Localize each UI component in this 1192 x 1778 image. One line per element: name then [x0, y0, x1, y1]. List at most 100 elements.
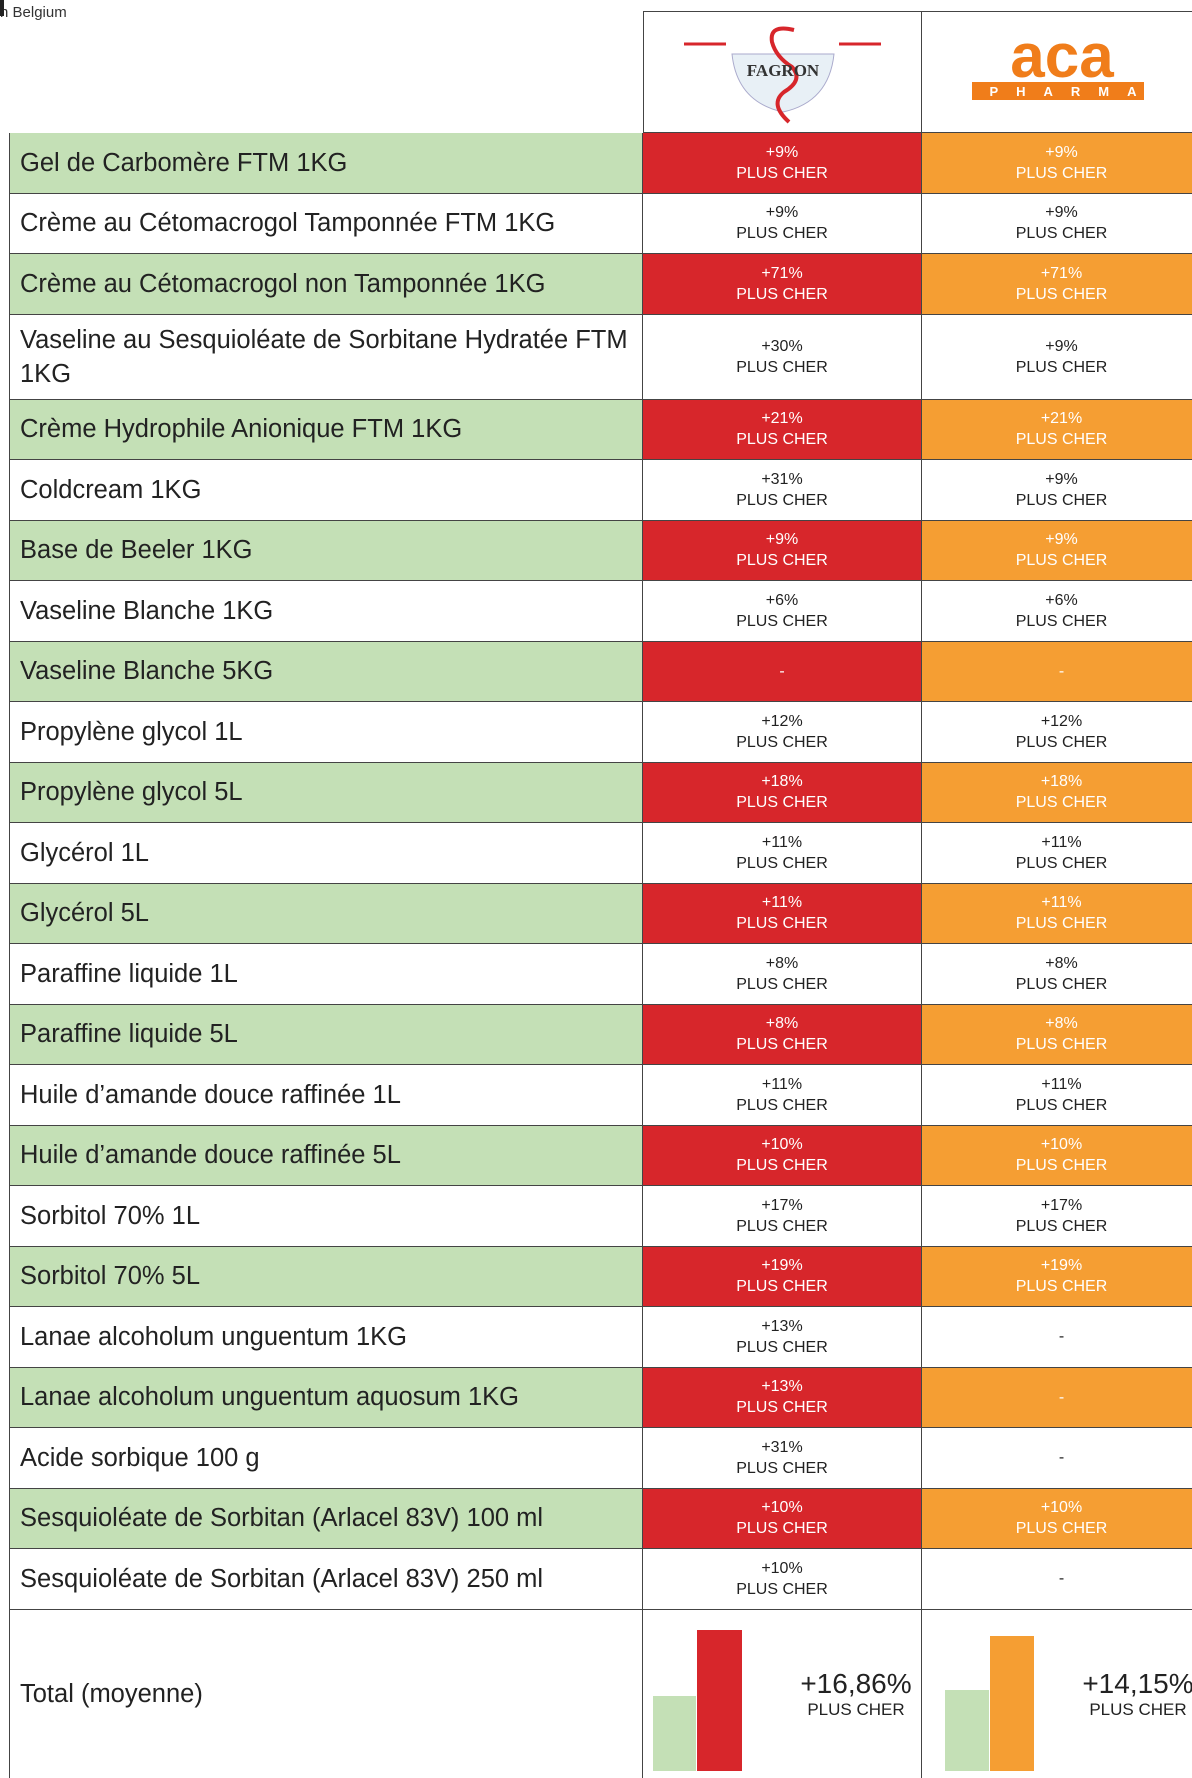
percent: +9%	[1045, 470, 1078, 488]
total-bar	[945, 1690, 989, 1771]
product-name-text: Coldcream 1KG	[20, 475, 202, 504]
percent: -	[1058, 1328, 1065, 1346]
note: PLUS CHER	[736, 1399, 828, 1417]
product-name: Crème au Cétomacrogol Tamponnée FTM 1KG	[9, 193, 643, 254]
percent: +11%	[761, 833, 803, 851]
percent: +13%	[761, 1317, 803, 1335]
product-name-text: Propylène glycol 5L	[20, 778, 243, 807]
fagron-cell: +13% PLUS CHER	[643, 1367, 922, 1428]
product-name-text: Lanae alcoholum unguentum 1KG	[20, 1322, 408, 1351]
percent: +9%	[765, 143, 799, 161]
product-name-text: Sorbitol 70% 5L	[20, 1262, 201, 1291]
product-name-text: Sesquioléate de Sorbitan (Arlacel 83V) 1…	[20, 1504, 544, 1533]
note: PLUS CHER	[736, 358, 828, 376]
product-name-text: Base de Beeler 1KG	[20, 536, 253, 565]
product-name-text: Glycérol 1L	[20, 838, 149, 867]
product-name-text: Propylène glycol 1L	[20, 717, 243, 746]
aca-cell: +9% PLUS CHER	[922, 460, 1192, 521]
note: PLUS CHER	[736, 1096, 828, 1114]
aca-cell: +19% PLUS CHER	[922, 1246, 1192, 1307]
note: PLUS CHER	[1015, 1157, 1108, 1175]
note: PLUS CHER	[736, 431, 828, 449]
aca-header: aca PHARMA	[922, 11, 1192, 133]
product-name: Gel de Carbomère FTM 1KG	[9, 133, 643, 194]
aca-cell: -	[922, 1307, 1192, 1368]
aca-cell: +71% PLUS CHER	[922, 254, 1192, 315]
note: PLUS CHER	[1015, 733, 1108, 751]
product-name-text: Sorbitol 70% 1L	[20, 1201, 201, 1230]
percent: +8%	[1045, 1015, 1078, 1033]
percent: -	[1058, 1388, 1065, 1406]
fagron-cell: +9% PLUS CHER	[643, 193, 922, 254]
fagron-cell: +19% PLUS CHER	[643, 1246, 922, 1307]
product-name: Lanae alcoholum unguentum aquosum 1KG	[9, 1367, 643, 1428]
product-name-text: Vaseline Blanche 5KG	[20, 657, 274, 686]
aca-cell: +6% PLUS CHER	[922, 581, 1192, 642]
note: PLUS CHER	[1015, 1036, 1108, 1054]
fagron-cell: +9% PLUS CHER	[643, 133, 922, 194]
aca-cell: +9% PLUS CHER	[922, 194, 1192, 254]
product-name: Crème au Cétomacrogol non Tamponnée 1KG	[9, 254, 643, 315]
logo-bowl	[731, 53, 835, 113]
note: PLUS CHER	[1015, 431, 1108, 449]
product-name: Paraffine liquide 1L	[9, 944, 643, 1005]
product-name-text: Vaseline Blanche 1KG	[20, 596, 274, 625]
aca-cell: +17% PLUS CHER	[922, 1186, 1192, 1247]
product-name: Acide sorbique 100 g	[9, 1428, 643, 1489]
note: PLUS CHER	[736, 1278, 828, 1296]
note: PLUS CHER	[736, 1520, 828, 1538]
note: PLUS CHER	[736, 552, 828, 570]
note: PLUS CHER	[736, 1217, 828, 1235]
percent: +10%	[761, 1136, 803, 1154]
percent: +19%	[1040, 1257, 1083, 1275]
product-name-text: Gel de Carbomère FTM 1KG	[20, 148, 348, 177]
percent: +11%	[761, 894, 803, 912]
product-name: Vaseline Blanche 5KG	[9, 641, 643, 702]
percent: +9%	[1045, 337, 1078, 355]
fagron-cell: +11% PLUS CHER	[643, 883, 922, 944]
note: PLUS CHER	[736, 854, 828, 872]
percent: +8%	[765, 954, 799, 972]
product-name: Crème Hydrophile Anionique FTM 1KG	[9, 399, 643, 460]
total-note: PLUS CHER	[1089, 1700, 1187, 1719]
fagron-cell: +8% PLUS CHER	[643, 1004, 922, 1065]
aca-cell: +12% PLUS CHER	[922, 702, 1192, 763]
fagron-cell: +6% PLUS CHER	[643, 581, 922, 642]
fagron-header: FAGRON	[643, 11, 922, 133]
percent: +11%	[1041, 1075, 1082, 1093]
note: PLUS CHER	[736, 915, 828, 933]
product-name-text: Paraffine liquide 5L	[20, 1020, 238, 1049]
aca-cell: +11% PLUS CHER	[922, 823, 1192, 884]
percent: +8%	[765, 1015, 799, 1033]
product-name: Propylène glycol 1L	[9, 702, 643, 763]
percent: +6%	[765, 591, 799, 609]
logo-text: FAGRON	[747, 61, 820, 80]
fagron-total: +16,86% PLUS CHER	[800, 1668, 912, 1720]
product-name: Glycérol 1L	[9, 823, 643, 884]
percent: +9%	[1045, 143, 1078, 161]
percent: +9%	[1045, 531, 1078, 549]
product-name-text: Crème au Cétomacrogol non Tamponnée 1KG	[20, 269, 546, 298]
percent: +10%	[1040, 1499, 1083, 1517]
fagron-cell: +31% PLUS CHER	[643, 1428, 922, 1489]
product-name-text: Huile d’amande douce raffinée 5L	[20, 1141, 401, 1170]
aca-cell: +11% PLUS CHER	[922, 883, 1192, 944]
product-name-text: Sesquioléate de Sorbitan (Arlacel 83V) 2…	[20, 1564, 544, 1593]
total-bar	[653, 1696, 696, 1771]
fagron-cell: +11% PLUS CHER	[643, 823, 922, 884]
percent: -	[1058, 1449, 1065, 1467]
product-name-text: Glycérol 5L	[20, 899, 149, 928]
logo-subtext: PHARMA	[989, 84, 1154, 99]
product-name-text: Lanae alcoholum unguentum aquosum 1KG	[20, 1383, 520, 1412]
percent: +13%	[761, 1378, 803, 1396]
fagron-cell: -	[643, 641, 922, 702]
fagron-cell: +10% PLUS CHER	[643, 1125, 922, 1186]
note: PLUS CHER	[1015, 854, 1108, 872]
total-name-text: Total (moyenne)	[20, 1680, 203, 1709]
note: PLUS CHER	[736, 975, 828, 993]
fagron-cell: +30% PLUS CHER	[643, 314, 922, 400]
product-name: Base de Beeler 1KG	[9, 520, 643, 581]
note: PLUS CHER	[736, 1580, 828, 1598]
note: PLUS CHER	[1015, 915, 1108, 933]
